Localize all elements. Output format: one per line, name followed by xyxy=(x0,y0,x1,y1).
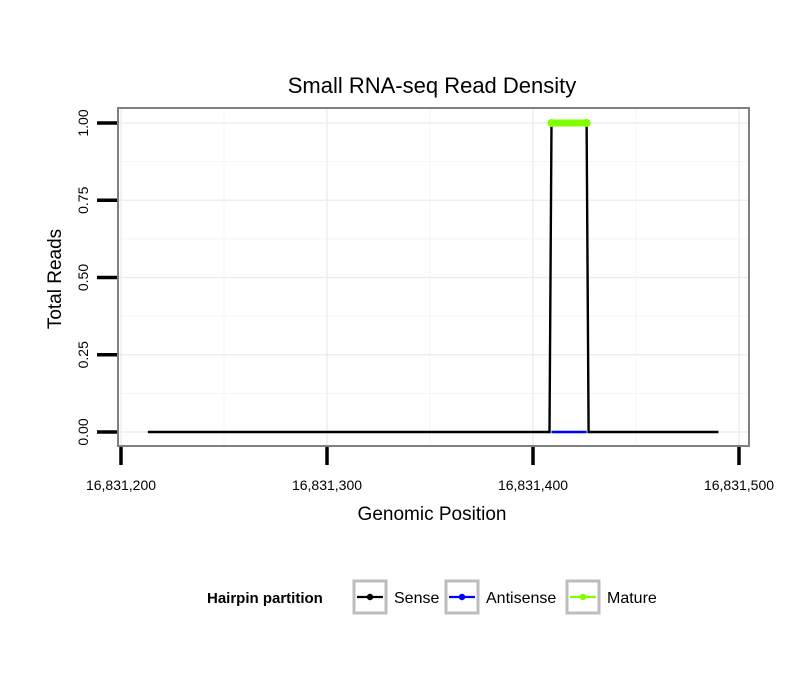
series-point-mature xyxy=(582,119,591,127)
legend-label-mature: Mature xyxy=(607,590,657,607)
x-axis-title: Genomic Position xyxy=(358,504,507,525)
y-tick-label: 0.00 xyxy=(75,418,91,445)
x-tick-label: 16,831,400 xyxy=(498,477,568,493)
legend-key-point xyxy=(366,593,374,601)
x-tick-label: 16,831,500 xyxy=(704,477,774,493)
legend-label-sense: Sense xyxy=(394,590,439,607)
y-tick-label: 0.50 xyxy=(75,264,91,291)
y-tick-label: 1.00 xyxy=(75,109,91,136)
legend-key-point xyxy=(458,593,466,601)
legend-title: Hairpin partition xyxy=(207,590,323,607)
y-axis-title: Total Reads xyxy=(45,229,66,329)
series-point-mature xyxy=(547,119,556,127)
y-tick-label: 0.25 xyxy=(75,341,91,368)
y-tick-label: 0.75 xyxy=(75,186,91,213)
axes-layer: 0.00 0.25 0.50 0.75 1.00 16,831,200 16,831,300… xyxy=(75,107,774,493)
x-tick-label: 16,831,300 xyxy=(292,477,362,493)
legend-label-antisense: Antisense xyxy=(486,590,556,607)
x-tick-label: 16,831,200 xyxy=(86,477,156,493)
plot-border xyxy=(117,107,750,447)
grid-lines xyxy=(118,108,749,446)
series-layer xyxy=(147,119,719,434)
legend: Hairpin partition Sense Antisense Mature xyxy=(207,579,657,615)
chart-title: Small RNA-seq Read Density xyxy=(288,73,577,98)
legend-key-point xyxy=(579,593,587,601)
